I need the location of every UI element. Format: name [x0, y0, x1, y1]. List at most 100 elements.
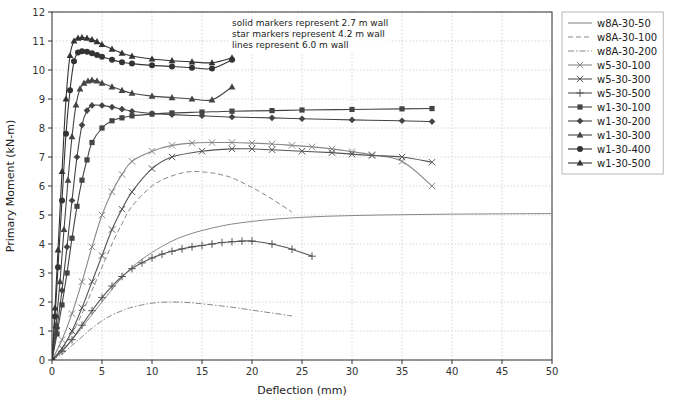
tick-x: [202, 360, 203, 364]
x-axis-label: Deflection (mm): [257, 384, 347, 397]
data-point: [61, 226, 68, 232]
data-point: [119, 171, 125, 177]
data-point: [84, 157, 89, 162]
tick-label-x: 0: [49, 366, 55, 377]
series: [52, 146, 435, 360]
series-line: [52, 149, 432, 360]
series: [52, 34, 235, 360]
series: [52, 139, 435, 360]
data-point: [209, 59, 216, 65]
data-point: [149, 165, 155, 171]
data-point: [429, 183, 435, 189]
tick-label-y: 3: [39, 268, 45, 279]
data-point: [99, 125, 104, 130]
tick-x: [452, 360, 453, 364]
data-point: [58, 348, 66, 356]
tick-label-x: 35: [396, 366, 409, 377]
data-point: [99, 252, 105, 258]
data-point: [168, 247, 176, 255]
data-point: [119, 115, 124, 120]
legend-label: w1-30-400: [597, 144, 651, 155]
data-point: [69, 236, 74, 241]
tick-y: [48, 157, 52, 158]
data-point: [129, 108, 136, 115]
data-point: [52, 304, 58, 310]
data-point: [289, 142, 295, 148]
tick-label-y: 2: [39, 297, 45, 308]
data-point: [109, 57, 115, 63]
tick-label-x: 5: [99, 366, 105, 377]
data-point: [169, 142, 175, 148]
legend-label: w8A-30-50: [597, 18, 651, 29]
data-point: [268, 240, 276, 248]
tick-label-y: 9: [39, 94, 45, 105]
legend-swatch: [568, 50, 592, 51]
legend-label: w5-30-100: [597, 60, 651, 71]
data-point: [149, 93, 156, 99]
tick-y: [48, 273, 52, 274]
grid-line-x: [502, 12, 503, 360]
data-point: [89, 102, 96, 109]
tick-label-y: 4: [39, 239, 45, 250]
legend-label: w1-30-200: [597, 116, 651, 127]
tick-label-y: 11: [32, 36, 45, 47]
legend-label: w1-30-300: [597, 130, 651, 141]
data-point: [59, 168, 66, 174]
data-point: [169, 111, 176, 118]
data-point: [63, 95, 70, 101]
data-point: [94, 38, 101, 44]
data-point: [69, 133, 76, 139]
tick-label-x: 25: [296, 366, 309, 377]
tick-x: [552, 360, 553, 364]
data-point: [71, 58, 77, 64]
grid: [52, 12, 552, 360]
data-point: [68, 336, 76, 344]
data-point: [52, 356, 55, 360]
data-point: [399, 117, 406, 124]
data-point: [329, 149, 335, 155]
tick-label-y: 0: [39, 355, 45, 366]
data-point: [229, 139, 235, 145]
legend: w8A-30-50w8A-30-100w8A-30-200w5-30-100w5…: [562, 12, 663, 174]
tick-x: [502, 360, 503, 364]
series-line: [52, 51, 232, 360]
data-point: [129, 90, 136, 96]
tick-y: [48, 215, 52, 216]
series: [52, 171, 292, 360]
data-point: [74, 154, 81, 161]
data-point: [119, 206, 125, 212]
data-point: [108, 282, 116, 290]
legend-marker: [577, 159, 584, 165]
legend-label: w8A-30-200: [597, 46, 657, 57]
tick-y: [48, 360, 52, 361]
tick-y: [48, 244, 52, 245]
data-point: [229, 83, 236, 89]
data-point: [149, 55, 156, 61]
tick-label-x: 20: [246, 366, 259, 377]
legend-frame: [562, 12, 663, 174]
tick-y: [48, 41, 52, 42]
grid-line-y: [52, 186, 552, 187]
data-point: [88, 307, 96, 315]
data-point: [329, 146, 335, 152]
data-point: [119, 50, 126, 56]
data-point: [188, 243, 196, 251]
legend-marker: [577, 131, 584, 137]
legend-marker: [577, 62, 583, 68]
legend-marker: [577, 118, 584, 125]
data-point: [269, 115, 276, 122]
tick-label-y: 12: [32, 7, 45, 18]
data-point: [189, 140, 195, 146]
data-point: [148, 254, 156, 262]
data-point: [209, 66, 215, 72]
annotation: solid markers represent 2.7 m wallstar m…: [229, 15, 391, 52]
data-point: [94, 77, 101, 83]
data-point: [109, 83, 116, 89]
tick-x: [152, 360, 153, 364]
data-point: [309, 144, 315, 150]
series-line: [52, 109, 432, 360]
legend-label: w8A-30-100: [597, 32, 657, 43]
data-point: [67, 52, 74, 58]
data-point: [349, 151, 355, 157]
tick-y: [48, 99, 52, 100]
